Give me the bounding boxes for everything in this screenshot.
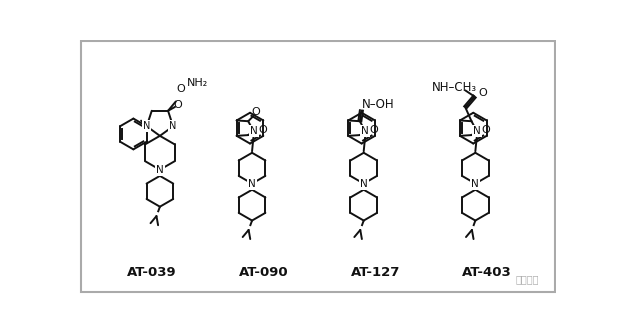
Text: O: O [173, 100, 182, 110]
FancyBboxPatch shape [81, 41, 555, 292]
Text: N: N [471, 179, 479, 188]
Text: O: O [479, 88, 487, 98]
Text: N: N [361, 126, 369, 136]
Text: AT-127: AT-127 [351, 266, 400, 279]
Text: O: O [177, 84, 185, 94]
Text: 固拓生物: 固拓生物 [516, 275, 539, 284]
Text: O: O [258, 125, 267, 135]
Text: N: N [248, 179, 256, 188]
Text: N–OH: N–OH [361, 98, 394, 111]
Text: N: N [143, 121, 151, 131]
Text: O: O [482, 125, 490, 135]
Text: N: N [360, 179, 368, 188]
Text: AT-039: AT-039 [127, 266, 177, 279]
Text: N: N [156, 165, 164, 175]
Text: N: N [473, 126, 480, 136]
Text: AT-403: AT-403 [463, 266, 512, 279]
Text: N: N [250, 126, 257, 136]
Text: AT-090: AT-090 [239, 266, 289, 279]
Text: NH–CH₃: NH–CH₃ [432, 81, 477, 94]
Text: O: O [252, 107, 260, 117]
Text: O: O [370, 125, 379, 135]
Text: NH₂: NH₂ [187, 78, 208, 88]
Text: N: N [169, 121, 177, 131]
